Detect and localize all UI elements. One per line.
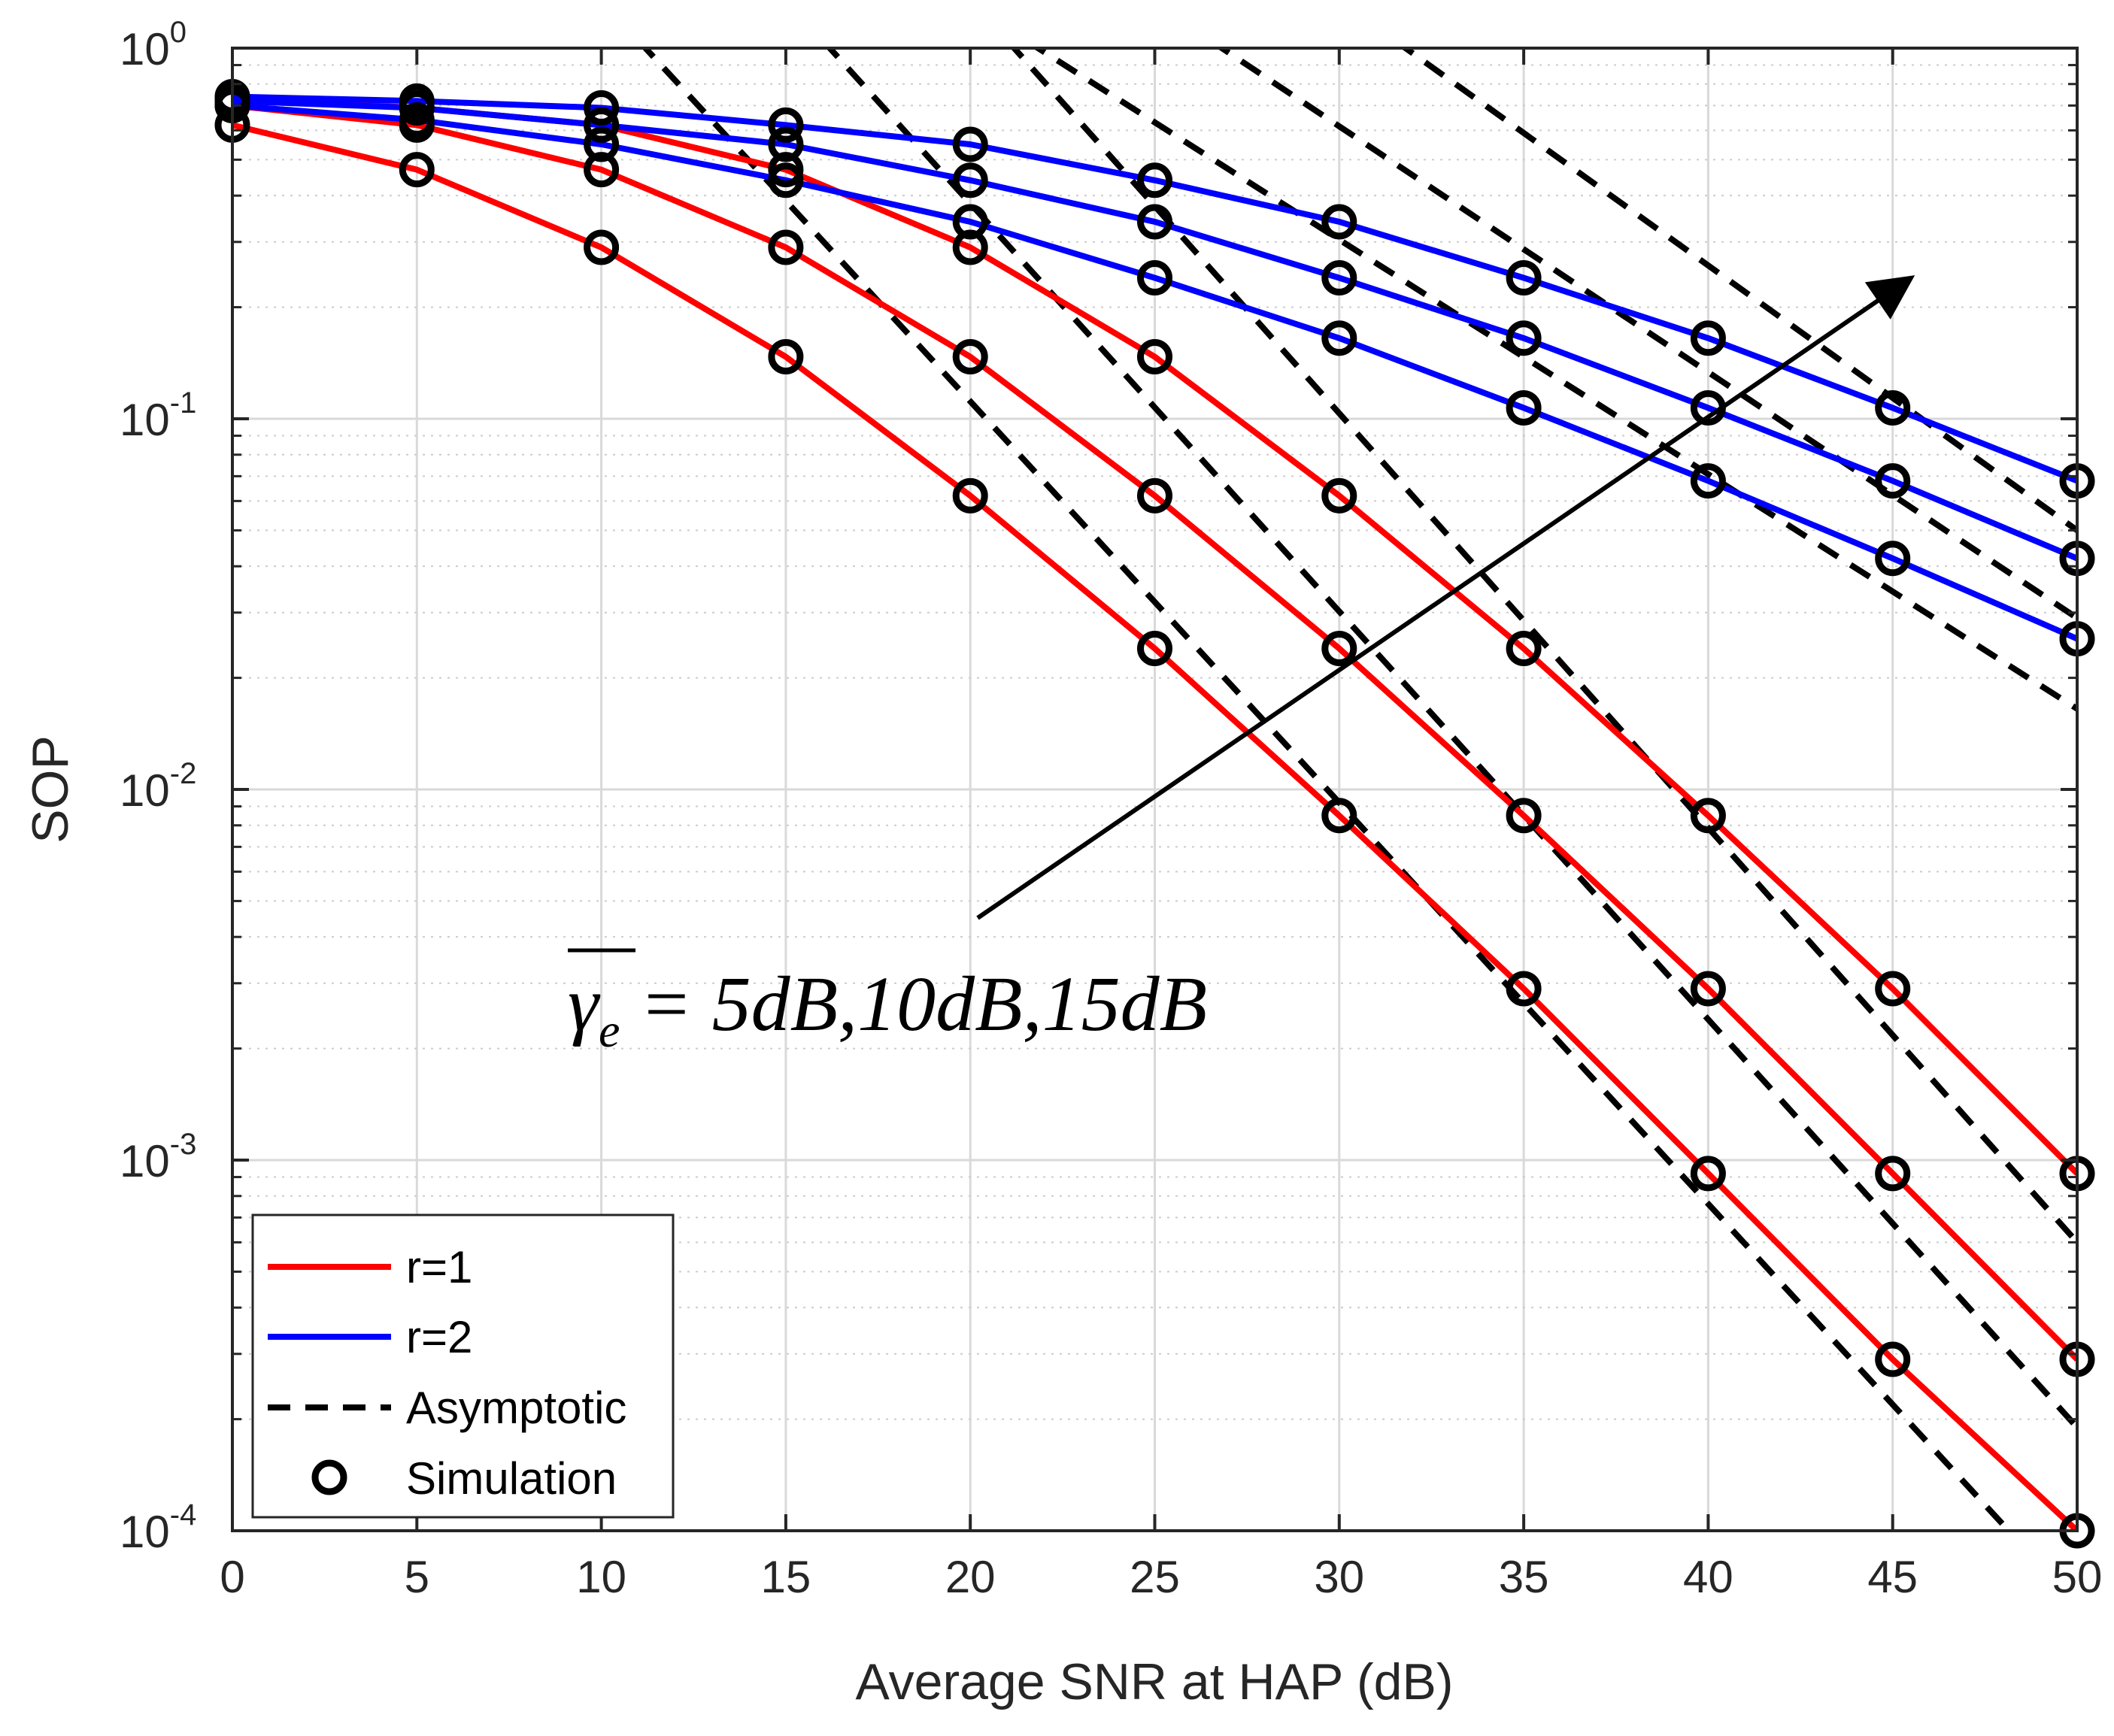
simulation-marker <box>1321 798 1357 834</box>
x-tick-label: 35 <box>1499 1552 1549 1602</box>
annotation-values: = 5dB,10dB,15dB <box>620 961 1207 1047</box>
x-axis-label: Average SNR at HAP (dB) <box>856 1653 1454 1710</box>
simulation-marker <box>584 107 620 143</box>
simulation-marker <box>1875 1341 1911 1377</box>
simulation-marker <box>1690 320 1726 356</box>
simulation-marker <box>1875 971 1911 1007</box>
simulation-marker <box>1506 390 1542 426</box>
y-tick-label: 100 <box>120 16 187 74</box>
simulation-marker <box>1137 631 1172 667</box>
simulation-marker <box>1875 390 1911 426</box>
simulation-marker <box>952 204 988 240</box>
simulation-marker <box>1690 798 1726 834</box>
series-lines <box>232 93 2077 1531</box>
simulation-marker <box>1137 339 1172 375</box>
simulation-marker <box>1875 1156 1911 1192</box>
annotation-label: γe = 5dB,10dB,15dB <box>568 961 1207 1057</box>
series-line <box>232 98 2077 562</box>
simulation-marker <box>399 152 435 188</box>
simulation-marker <box>1321 204 1357 240</box>
simulation-marker <box>1137 260 1172 296</box>
simulation-marker <box>1137 204 1172 240</box>
simulation-marker <box>1506 631 1542 667</box>
simulation-marker <box>768 162 804 198</box>
asymptotic-line <box>1010 48 2077 1245</box>
legend-label-r1: r=1 <box>406 1242 472 1292</box>
simulation-marker <box>1875 541 1911 577</box>
y-tick-label: 10-1 <box>120 386 196 445</box>
simulation-marker <box>399 83 435 119</box>
simulation-marker <box>399 102 435 138</box>
simulation-marker <box>768 339 804 375</box>
x-tick-label: 5 <box>405 1552 429 1602</box>
legend-label-asymptotic: Asymptotic <box>406 1383 626 1433</box>
legend-label-r2: r=2 <box>406 1312 472 1362</box>
series-line <box>232 102 2077 642</box>
x-tick-label: 30 <box>1314 1552 1364 1602</box>
asymptotic-line <box>1216 48 2077 621</box>
x-tick-label: 20 <box>945 1552 996 1602</box>
annotation-symbol: γ <box>568 961 601 1047</box>
simulation-marker <box>768 229 804 265</box>
x-tick-label: 40 <box>1683 1552 1733 1602</box>
x-tick-label: 25 <box>1130 1552 1180 1602</box>
x-tick-label: 10 <box>576 1552 626 1602</box>
simulation-marker <box>1321 631 1357 667</box>
simulation-marker <box>1690 1156 1726 1192</box>
simulation-marker <box>1321 320 1357 356</box>
asymptotic-lines <box>641 48 2077 1531</box>
y-tick-label: 10-3 <box>120 1128 196 1186</box>
asymptotic-line <box>1400 48 2077 533</box>
simulation-marker <box>1690 971 1726 1007</box>
annotation-subscript: e <box>599 1004 620 1057</box>
simulation-marker <box>1875 463 1911 499</box>
series-line <box>232 122 2077 1531</box>
y-axis-ticks: 100 10-1 10-2 10-3 10-4 <box>120 16 2077 1557</box>
simulation-marker <box>952 339 988 375</box>
simulation-marker <box>1690 463 1726 499</box>
x-axis-ticks: 0 5 10 15 20 25 30 35 40 45 50 <box>220 48 2102 1602</box>
y-tick-label: 10-2 <box>120 757 196 816</box>
simulation-markers <box>214 78 2095 1549</box>
simulation-marker <box>952 126 988 162</box>
simulation-marker <box>768 107 804 143</box>
simulation-marker <box>584 126 620 162</box>
x-tick-label: 0 <box>220 1552 244 1602</box>
annotation-arrow <box>976 275 1915 920</box>
simulation-marker <box>1506 971 1542 1007</box>
simulation-marker <box>1321 260 1357 296</box>
legend-label-simulation: Simulation <box>406 1453 617 1504</box>
series-line <box>232 93 2077 484</box>
series-line <box>232 102 2077 1362</box>
simulation-marker <box>1506 320 1542 356</box>
simulation-marker <box>952 162 988 198</box>
y-tick-label: 10-4 <box>120 1498 196 1557</box>
y-axis-label: SOP <box>22 735 79 844</box>
x-tick-label: 45 <box>1867 1552 1918 1602</box>
simulation-marker <box>1137 162 1172 198</box>
simulation-marker <box>1506 798 1542 834</box>
simulation-marker <box>584 89 620 126</box>
simulation-marker <box>1137 477 1172 514</box>
simulation-marker <box>1321 477 1357 514</box>
simulation-marker <box>952 477 988 514</box>
simulation-marker <box>1506 260 1542 296</box>
asymptotic-line <box>1032 48 2077 712</box>
simulation-marker <box>768 126 804 162</box>
simulation-marker <box>584 229 620 265</box>
x-tick-label: 15 <box>761 1552 811 1602</box>
legend-swatch-simulation <box>311 1459 347 1495</box>
x-tick-label: 50 <box>2052 1552 2103 1602</box>
asymptotic-line <box>826 48 2077 1430</box>
legend: r=1 r=2 Asymptotic Simulation <box>251 1213 675 1519</box>
